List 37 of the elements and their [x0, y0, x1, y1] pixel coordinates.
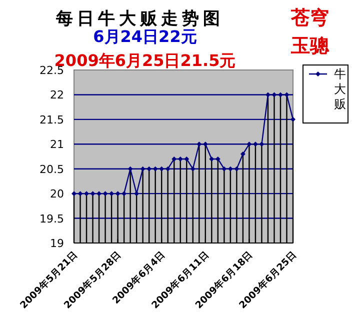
y-tick-label: 20 [50, 188, 64, 201]
point [196, 142, 202, 147]
y-tick-label: 19 [50, 237, 64, 250]
point [90, 191, 96, 196]
point [240, 152, 246, 157]
point [272, 92, 277, 98]
point [115, 191, 120, 196]
point [284, 92, 290, 98]
point [259, 142, 264, 147]
chart-subtitle: 6月24日22元 [93, 27, 197, 46]
text: 苍穹 [290, 7, 329, 29]
y-tick-label: 20.5 [40, 162, 64, 176]
point [152, 166, 158, 172]
point [122, 191, 127, 196]
point [209, 156, 214, 162]
point [190, 166, 196, 172]
point [140, 166, 146, 172]
point [290, 116, 296, 122]
text: 玉骢 [290, 35, 330, 57]
point [109, 191, 114, 196]
point [72, 191, 76, 196]
y-tick-label: 21.5 [40, 113, 64, 126]
y-tick-label: 22 [50, 88, 64, 102]
point [102, 191, 108, 196]
point [78, 191, 83, 196]
point [165, 166, 170, 172]
point [222, 166, 227, 172]
y-tick-label: 19.5 [40, 212, 64, 226]
point [246, 142, 252, 147]
point [265, 92, 270, 98]
point [184, 156, 190, 162]
chart-title: 每日牛大贩走势图 [55, 9, 224, 29]
point [234, 166, 240, 172]
point [96, 191, 102, 196]
legend: 牛大贩 [302, 64, 348, 124]
y-tick-label: 21 [50, 138, 64, 152]
legend-label: 牛大贩 [334, 67, 346, 111]
